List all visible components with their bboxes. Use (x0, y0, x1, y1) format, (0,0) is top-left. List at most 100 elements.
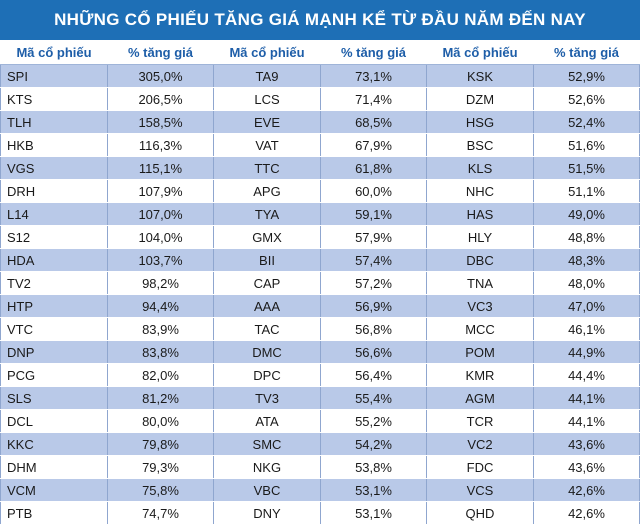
percent-gain-cell: 53,1% (320, 478, 427, 502)
percent-gain-cell: 42,6% (533, 501, 640, 525)
percent-gain-cell: 57,9% (320, 225, 427, 249)
percent-gain-cell: 47,0% (533, 294, 640, 318)
stock-code-cell: GMX (213, 225, 321, 249)
stock-code-cell: SPI (0, 64, 108, 88)
percent-gain-cell: 56,8% (320, 317, 427, 341)
percent-gain-cell: 57,4% (320, 248, 427, 272)
percent-gain-cell: 46,1% (533, 317, 640, 341)
stock-code-cell: CAP (213, 271, 321, 295)
stock-code-cell: TCR (426, 409, 534, 433)
percent-gain-cell: 60,0% (320, 179, 427, 203)
table-row: DCL 80,0% ATA 55,2% TCR 44,1% (0, 409, 640, 433)
percent-gain-cell: 51,5% (533, 156, 640, 180)
percent-gain-cell: 71,4% (320, 87, 427, 111)
percent-gain-cell: 98,2% (107, 271, 214, 295)
stock-code-cell: KKC (0, 432, 108, 456)
percent-gain-cell: 67,9% (320, 133, 427, 157)
percent-gain-cell: 43,6% (533, 432, 640, 456)
stock-code-cell: VC2 (426, 432, 534, 456)
table-row: HTP 94,4% AAA 56,9% VC3 47,0% (0, 294, 640, 318)
column-header-pct: % tăng giá (533, 40, 640, 65)
column-header-code: Mã cổ phiếu (213, 40, 321, 65)
percent-gain-cell: 54,2% (320, 432, 427, 456)
percent-gain-cell: 48,8% (533, 225, 640, 249)
stock-code-cell: DMC (213, 340, 321, 364)
percent-gain-cell: 48,0% (533, 271, 640, 295)
percent-gain-cell: 51,6% (533, 133, 640, 157)
column-header-pct: % tăng giá (107, 40, 214, 65)
table-row: TLH 158,5% EVE 68,5% HSG 52,4% (0, 110, 640, 134)
percent-gain-cell: 79,8% (107, 432, 214, 456)
percent-gain-cell: 82,0% (107, 363, 214, 387)
stock-code-cell: VBC (213, 478, 321, 502)
percent-gain-cell: 53,8% (320, 455, 427, 479)
stock-code-cell: AGM (426, 386, 534, 410)
stock-code-cell: TA9 (213, 64, 321, 88)
percent-gain-cell: 107,0% (107, 202, 214, 226)
stock-gain-table: Mã cổ phiếu % tăng giá Mã cổ phiếu % tăn… (0, 40, 640, 525)
percent-gain-cell: 104,0% (107, 225, 214, 249)
percent-gain-cell: 44,1% (533, 409, 640, 433)
percent-gain-cell: 59,1% (320, 202, 427, 226)
column-header-pct: % tăng giá (320, 40, 427, 65)
stock-code-cell: KLS (426, 156, 534, 180)
percent-gain-cell: 103,7% (107, 248, 214, 272)
table-row: KKC 79,8% SMC 54,2% VC2 43,6% (0, 432, 640, 456)
percent-gain-cell: 94,4% (107, 294, 214, 318)
stock-code-cell: SLS (0, 386, 108, 410)
stock-code-cell: AAA (213, 294, 321, 318)
stock-code-cell: DCL (0, 409, 108, 433)
percent-gain-cell: 49,0% (533, 202, 640, 226)
percent-gain-cell: 75,8% (107, 478, 214, 502)
stock-code-cell: KSK (426, 64, 534, 88)
stock-code-cell: VCS (426, 478, 534, 502)
percent-gain-cell: 83,8% (107, 340, 214, 364)
table-row: PTB 74,7% DNY 53,1% QHD 42,6% (0, 501, 640, 525)
table-row: KTS 206,5% LCS 71,4% DZM 52,6% (0, 87, 640, 111)
percent-gain-cell: 116,3% (107, 133, 214, 157)
percent-gain-cell: 107,9% (107, 179, 214, 203)
stock-code-cell: PTB (0, 501, 108, 525)
stock-code-cell: POM (426, 340, 534, 364)
table-row: SPI 305,0% TA9 73,1% KSK 52,9% (0, 64, 640, 88)
stock-code-cell: SMC (213, 432, 321, 456)
table-row: SLS 81,2% TV3 55,4% AGM 44,1% (0, 386, 640, 410)
percent-gain-cell: 52,4% (533, 110, 640, 134)
percent-gain-cell: 83,9% (107, 317, 214, 341)
table-row: DNP 83,8% DMC 56,6% POM 44,9% (0, 340, 640, 364)
percent-gain-cell: 48,3% (533, 248, 640, 272)
stock-code-cell: BSC (426, 133, 534, 157)
stock-code-cell: VAT (213, 133, 321, 157)
percent-gain-cell: 53,1% (320, 501, 427, 525)
table-row: DRH 107,9% APG 60,0% NHC 51,1% (0, 179, 640, 203)
stock-code-cell: DBC (426, 248, 534, 272)
percent-gain-cell: 44,1% (533, 386, 640, 410)
column-header-code: Mã cổ phiếu (426, 40, 534, 65)
stock-code-cell: L14 (0, 202, 108, 226)
percent-gain-cell: 56,9% (320, 294, 427, 318)
stock-code-cell: KTS (0, 87, 108, 111)
percent-gain-cell: 305,0% (107, 64, 214, 88)
stock-code-cell: PCG (0, 363, 108, 387)
percent-gain-cell: 52,9% (533, 64, 640, 88)
stock-code-cell: TLH (0, 110, 108, 134)
stock-code-cell: TNA (426, 271, 534, 295)
stock-code-cell: DHM (0, 455, 108, 479)
percent-gain-cell: 73,1% (320, 64, 427, 88)
table-header-row: Mã cổ phiếu % tăng giá Mã cổ phiếu % tăn… (0, 40, 640, 65)
table-row: PCG 82,0% DPC 56,4% KMR 44,4% (0, 363, 640, 387)
stock-code-cell: VCM (0, 478, 108, 502)
stock-code-cell: VTC (0, 317, 108, 341)
percent-gain-cell: 61,8% (320, 156, 427, 180)
percent-gain-cell: 81,2% (107, 386, 214, 410)
stock-code-cell: HAS (426, 202, 534, 226)
percent-gain-cell: 80,0% (107, 409, 214, 433)
stock-code-cell: ATA (213, 409, 321, 433)
stock-code-cell: QHD (426, 501, 534, 525)
table-row: L14 107,0% TYA 59,1% HAS 49,0% (0, 202, 640, 226)
percent-gain-cell: 158,5% (107, 110, 214, 134)
stock-code-cell: NHC (426, 179, 534, 203)
column-header-code: Mã cổ phiếu (0, 40, 108, 65)
table-row: VTC 83,9% TAC 56,8% MCC 46,1% (0, 317, 640, 341)
stock-code-cell: VGS (0, 156, 108, 180)
